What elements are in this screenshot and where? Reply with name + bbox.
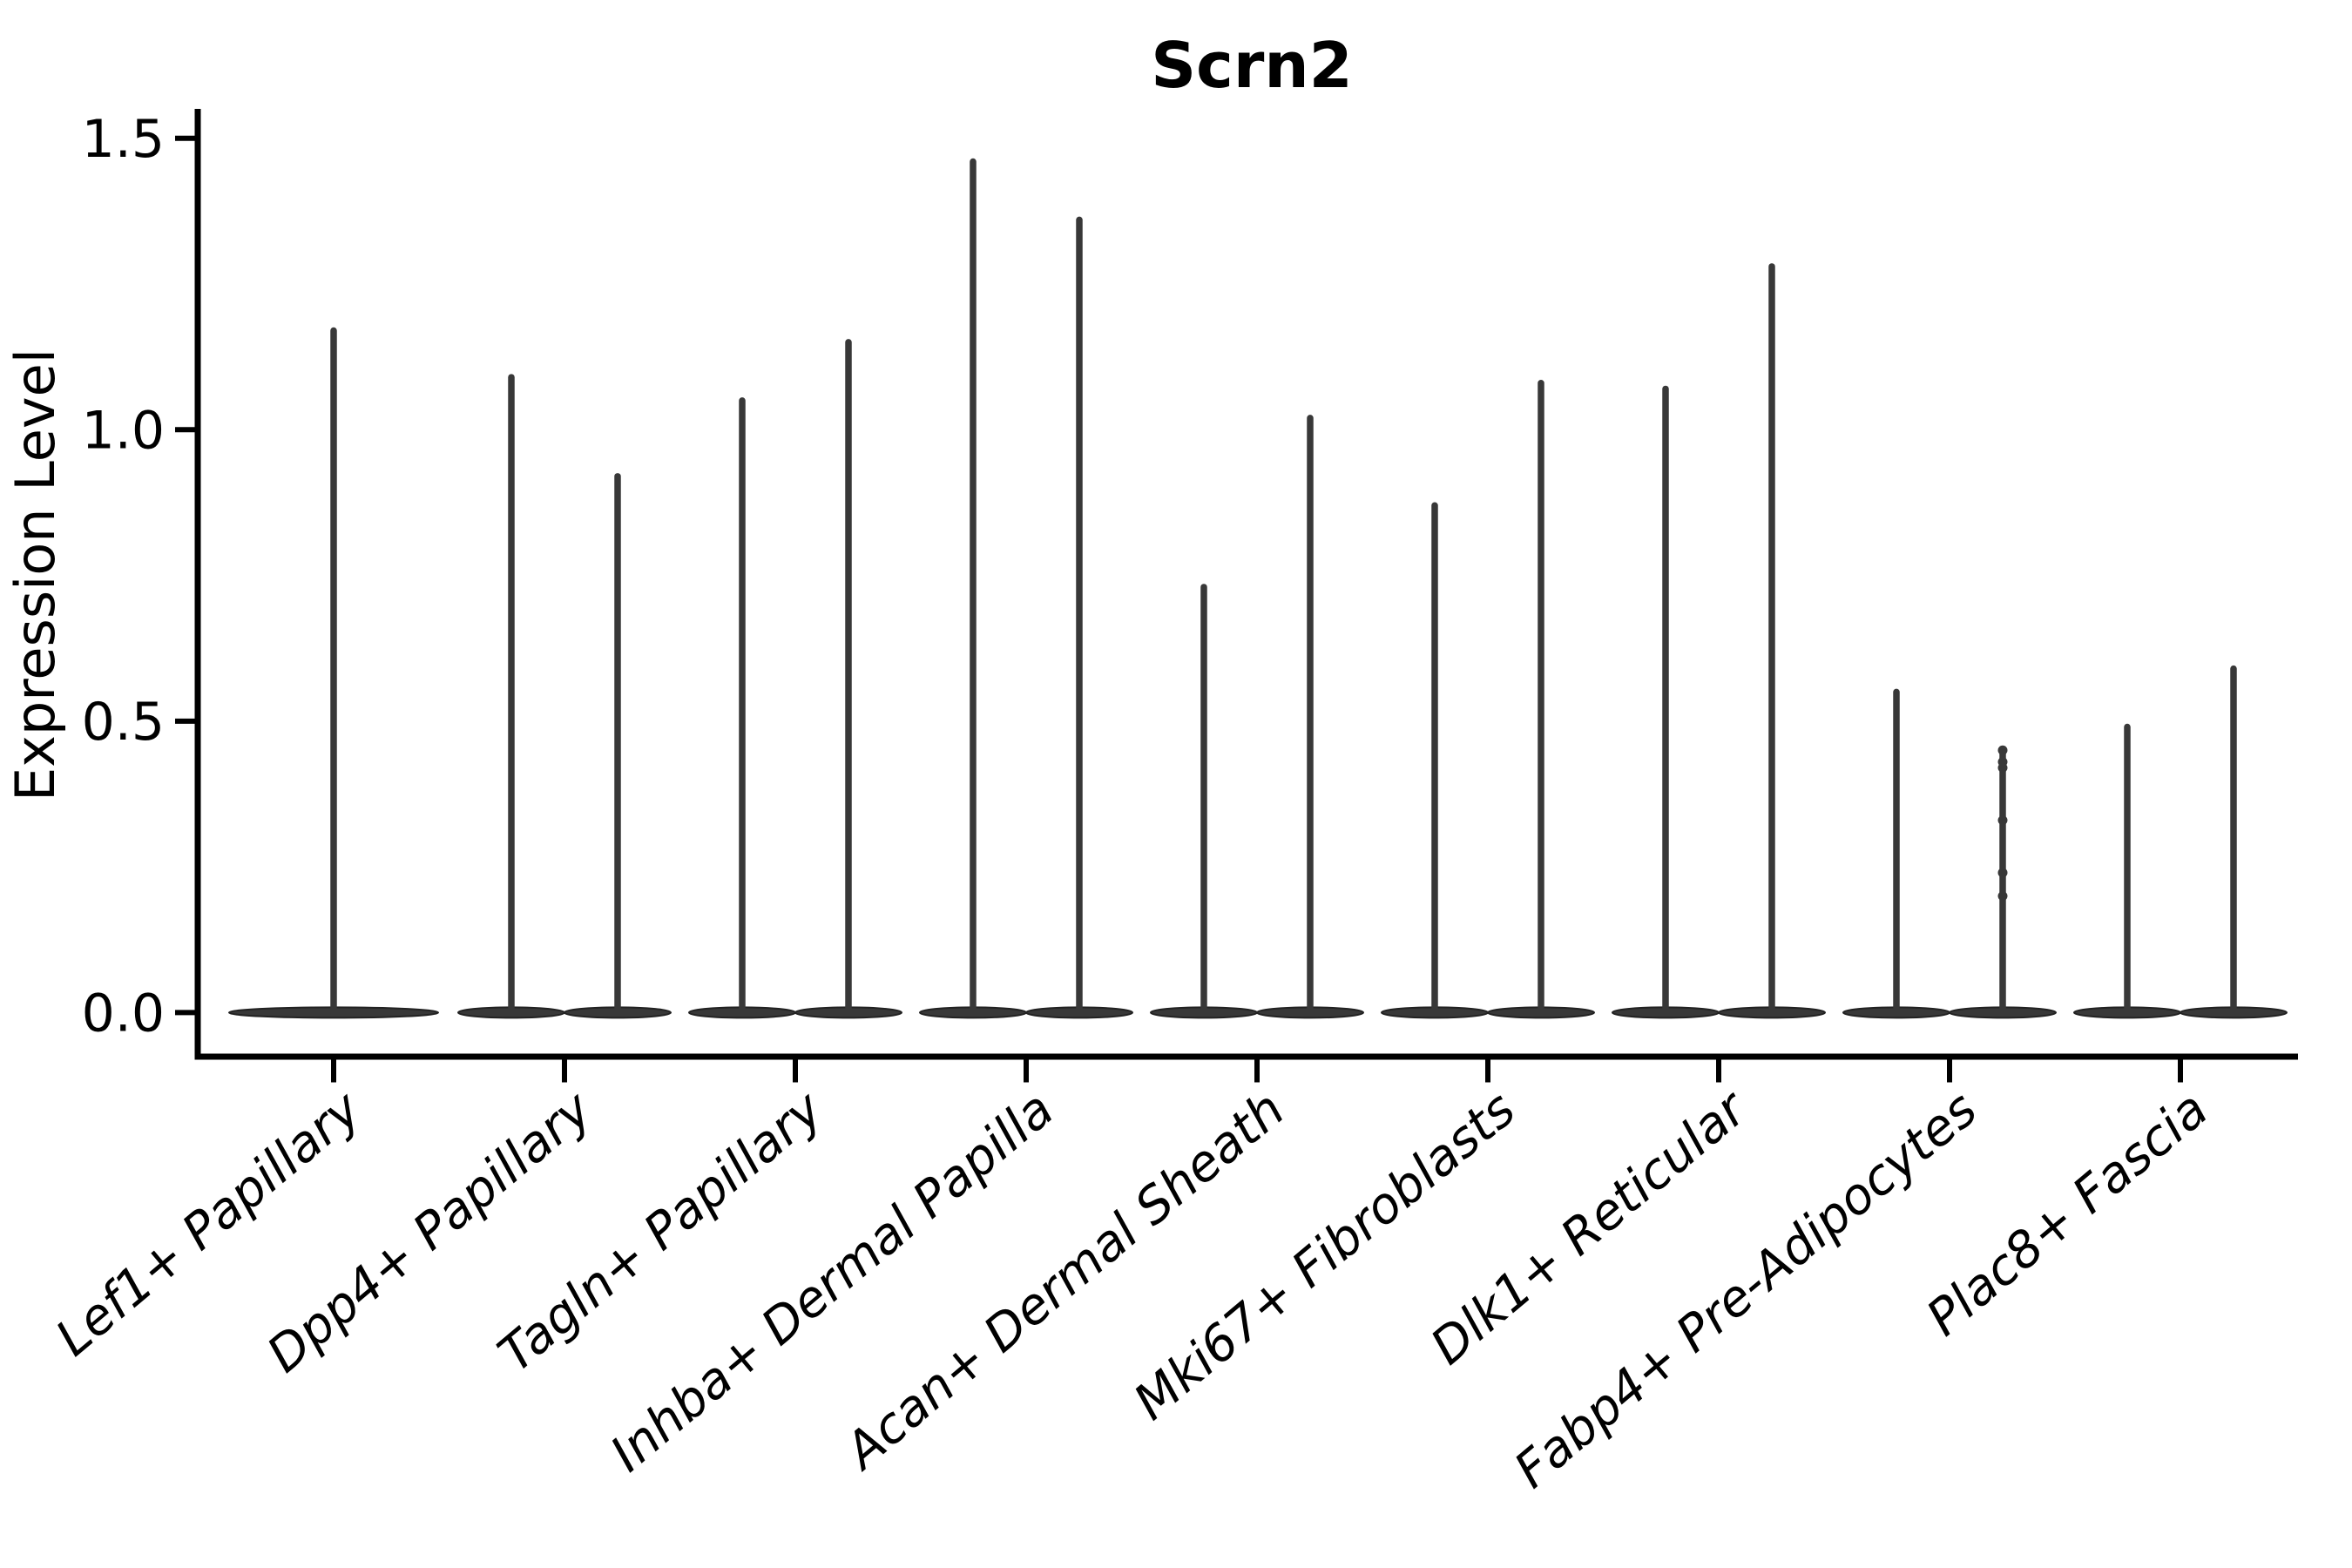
- y-tick-label: 0.0: [82, 983, 165, 1044]
- expression-dot: [1997, 762, 2008, 773]
- y-tick-label: 1.5: [82, 109, 165, 170]
- violin-group: [457, 374, 672, 1019]
- x-tick-label: Fabp4+ Pre-Adipocytes: [1504, 1080, 1988, 1499]
- violin-group: [688, 339, 902, 1019]
- y-tick-label: 0.5: [82, 692, 165, 753]
- x-tick-label: Acan+ Dermal Sheath: [832, 1080, 1295, 1482]
- x-tick-label: Mki67+ Fibroblasts: [1124, 1080, 1526, 1431]
- y-axis-label: Expression Level: [3, 348, 67, 801]
- x-tick-label: Inhba+ Dermal Papilla: [600, 1080, 1064, 1483]
- y-tick-label: 1.0: [82, 400, 165, 461]
- violin-group: [1612, 263, 1826, 1019]
- violin-group: [1842, 688, 2057, 1019]
- violin-group: [919, 158, 1133, 1019]
- violin-group: [1150, 415, 1364, 1019]
- violin-group: [228, 327, 439, 1019]
- violin-group: [2073, 665, 2288, 1019]
- expression-dot: [1997, 815, 2008, 826]
- chart-title: Scrn2: [1151, 29, 1352, 102]
- violin-group: [1381, 380, 1595, 1019]
- expression-dot: [1997, 745, 2008, 755]
- expression-dot: [1997, 868, 2008, 878]
- expression-dot: [1997, 891, 2008, 902]
